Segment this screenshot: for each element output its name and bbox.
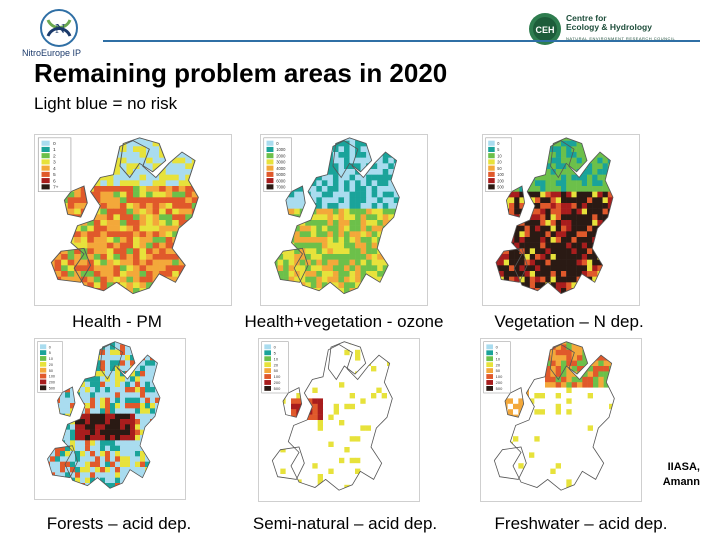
caption-ozone: Health+vegetation - ozone	[244, 312, 444, 331]
legend-label: 100	[497, 172, 504, 177]
caption-freshwater-acid: Freshwater – acid dep.	[494, 514, 668, 533]
legend-label: 0	[496, 344, 499, 349]
ceh-logo: CEH Centre for Ecology & Hydrology NATUR…	[528, 12, 700, 46]
map-health-pm: 0 1 2 3 4 5 6 7+	[34, 134, 232, 306]
legend-label: 20	[49, 362, 53, 367]
legend-label: 4	[53, 166, 56, 171]
legend-label: 100	[496, 374, 503, 379]
legend-label: 3000	[276, 160, 286, 165]
legend-label: 7000	[276, 185, 286, 190]
map-seminatural-acid: 0 5 10 20 50 100 200 500	[258, 338, 420, 502]
legend-label: 500	[497, 184, 504, 189]
caption-forests-acid: Forests – acid dep.	[46, 514, 192, 533]
caption-health-pm: Health - PM	[72, 312, 162, 331]
slide-title: Remaining problem areas in 2020	[34, 58, 448, 88]
credit-line1: IIASA,	[667, 461, 700, 473]
legend-label: 10	[274, 356, 279, 361]
map-n-dep: 0 5 10 20 50 100 200 500	[482, 134, 640, 306]
legend-label: 5	[497, 147, 500, 152]
svg-text:N: N	[55, 22, 65, 37]
map-forests-acid: 0 5 10 20 50 100 200 500	[34, 338, 186, 500]
legend-label: 50	[274, 368, 279, 373]
legend-label: 200	[49, 379, 55, 384]
legend-label: 50	[496, 368, 501, 373]
legend-label: 5	[49, 350, 51, 355]
svg-text:CEH: CEH	[535, 25, 554, 35]
legend-label: 100	[49, 374, 55, 379]
legend-label: 0	[497, 141, 500, 146]
ceh-logo-line2: Ecology & Hydrology	[566, 22, 652, 32]
nitroeurope-logo: N NitroEurope IP	[22, 6, 100, 62]
legend-label: 5000	[276, 172, 286, 177]
legend-label: 500	[274, 386, 281, 391]
legend-label: 100	[274, 374, 281, 379]
legend-label: 1	[53, 147, 56, 152]
legend-label: 6	[53, 179, 56, 184]
credit-line2: Amann	[662, 476, 700, 488]
legend-label: 20	[496, 362, 501, 367]
legend-label: 7+	[53, 185, 59, 190]
legend-label: 2000	[276, 153, 286, 158]
legend-label: 4000	[276, 166, 286, 171]
legend-label: 500	[49, 385, 55, 390]
header-divider	[103, 40, 700, 42]
legend-label: 5	[274, 350, 277, 355]
legend-label: 50	[497, 166, 502, 171]
legend-label: 2	[53, 154, 56, 159]
legend-label: 20	[274, 362, 279, 367]
legend-label: 10	[496, 356, 501, 361]
legend-label: 20	[497, 159, 502, 164]
legend-label: 0	[49, 344, 51, 349]
legend-label: 5	[496, 350, 499, 355]
legend-label: 0	[276, 141, 279, 146]
legend-label: 200	[497, 178, 504, 183]
legend-label: 50	[49, 368, 53, 373]
legend-label: 3	[53, 160, 56, 165]
map-ozone: 0 1000 2000 3000 4000 5000 6000 7000	[260, 134, 428, 306]
legend-label: 200	[496, 380, 503, 385]
caption-seminatural-acid: Semi-natural – acid dep.	[252, 514, 438, 533]
nitroeurope-logo-text: NitroEurope IP	[22, 48, 82, 58]
legend-label: 1000	[276, 147, 286, 152]
map-freshwater-acid: 0 5 10 20 50 100 200 500	[480, 338, 642, 502]
legend-label: 200	[274, 380, 281, 385]
legend-label: 5	[53, 172, 56, 177]
slide-subtitle: Light blue = no risk	[34, 94, 178, 113]
legend-label: 6000	[276, 178, 286, 183]
ceh-logo-sub: NATURAL ENVIRONMENT RESEARCH COUNCIL	[566, 36, 676, 41]
legend-label: 0	[53, 141, 56, 146]
legend-label: 0	[274, 344, 277, 349]
ceh-logo-line1: Centre for	[566, 13, 607, 23]
legend-label: 500	[496, 386, 503, 391]
legend-label: 10	[497, 153, 502, 158]
legend-label: 10	[49, 356, 53, 361]
credit: IIASA, Amann	[640, 460, 700, 490]
caption-n-dep: Vegetation – N dep.	[494, 312, 644, 331]
